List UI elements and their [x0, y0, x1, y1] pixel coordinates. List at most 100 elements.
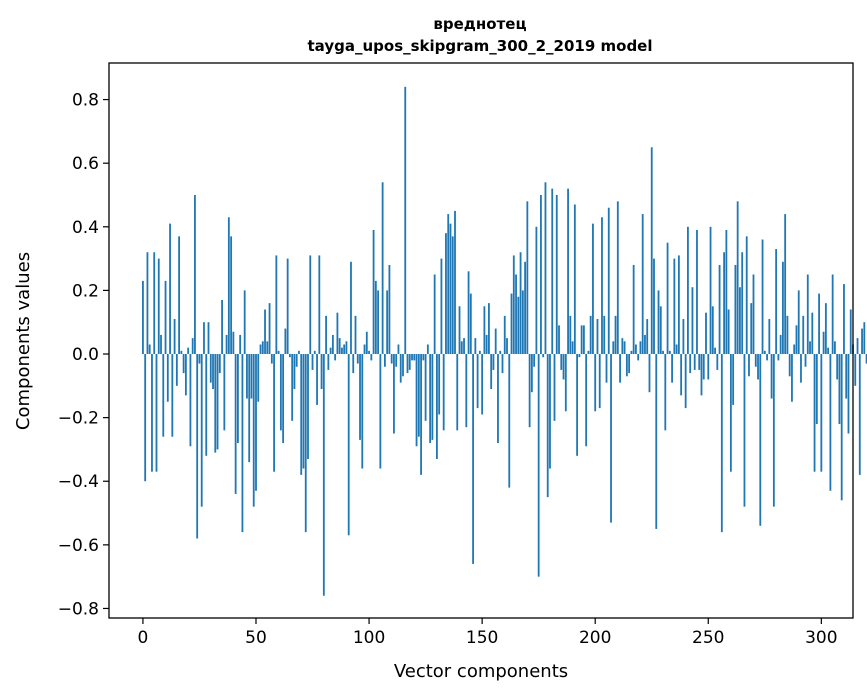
bar-77 [316, 354, 318, 405]
bar-239 [682, 319, 685, 355]
bar-282 [779, 334, 782, 355]
bar-65 [289, 354, 291, 358]
bar-207 [610, 354, 612, 523]
bar-289 [795, 325, 798, 355]
bar-154 [490, 354, 493, 390]
bar-3 [148, 344, 151, 355]
bar-229 [659, 306, 662, 355]
chart-title-line1: вреднотец [433, 15, 526, 33]
bar-184 [558, 325, 560, 355]
bar-39 [230, 236, 233, 355]
bar-115 [402, 354, 404, 377]
bar-213 [623, 341, 626, 355]
bar-62 [282, 354, 285, 444]
bar-305 [831, 274, 834, 355]
bar-103 [374, 280, 377, 355]
bar-291 [800, 354, 802, 383]
bar-46 [246, 354, 248, 399]
bar-145 [469, 293, 472, 355]
bar-185 [560, 354, 563, 370]
bar-311 [845, 354, 848, 399]
bar-36 [223, 354, 226, 431]
y-tick-label: −0.6 [58, 536, 99, 556]
bar-262 [734, 264, 737, 355]
bar-87 [338, 338, 341, 355]
bar-141 [460, 341, 463, 355]
y-axis-label: Components values [13, 252, 34, 430]
bar-178 [544, 182, 547, 355]
bar-32 [214, 354, 217, 453]
bar-123 [420, 354, 422, 475]
bar-167 [519, 252, 522, 355]
bar-30 [209, 354, 212, 383]
bar-169 [524, 261, 526, 355]
bar-91 [347, 354, 350, 536]
bars-group [142, 86, 867, 596]
bar-271 [754, 354, 757, 367]
bar-31 [212, 354, 214, 390]
bar-243 [691, 287, 694, 355]
bar-299 [818, 293, 820, 355]
bar-19 [184, 354, 187, 396]
bar-59 [275, 255, 278, 355]
bar-49 [252, 354, 255, 507]
bar-281 [777, 354, 780, 361]
bar-320 [865, 354, 867, 364]
bar-97 [361, 354, 364, 469]
bar-244 [693, 354, 696, 370]
bar-268 [748, 354, 750, 377]
x-tick-label: 100 [353, 628, 385, 648]
bar-11 [166, 354, 169, 402]
bar-230 [662, 350, 664, 355]
x-axis-ticks: 0 50 100 150 200 250 300 [138, 618, 838, 648]
x-axis-label: Vector components [394, 661, 568, 682]
bar-164 [512, 255, 515, 355]
bar-228 [657, 290, 660, 355]
bar-205 [605, 354, 608, 383]
bar-301 [822, 331, 825, 355]
bar-2 [146, 252, 149, 355]
bar-197 [587, 350, 590, 355]
bar-8 [160, 334, 162, 355]
bar-264 [739, 287, 741, 355]
y-tick-label: −0.4 [58, 472, 99, 492]
bar-279 [772, 354, 775, 507]
bar-198 [589, 315, 592, 355]
bar-166 [517, 296, 520, 355]
bar-48 [250, 354, 253, 399]
bar-110 [390, 354, 393, 364]
bar-80 [322, 354, 325, 596]
bar-42 [237, 354, 239, 444]
bar-148 [476, 354, 479, 409]
bar-183 [555, 194, 558, 355]
bar-78 [318, 255, 321, 355]
bar-149 [478, 350, 481, 355]
bar-231 [664, 354, 667, 431]
bar-107 [383, 354, 386, 367]
bar-127 [429, 354, 432, 444]
bar-29 [207, 322, 210, 355]
bar-20 [187, 347, 190, 355]
bar-60 [277, 350, 280, 355]
bar-138 [454, 210, 456, 355]
bar-220 [639, 341, 642, 355]
bar-165 [515, 274, 517, 355]
bar-10 [164, 280, 167, 355]
bar-136 [449, 223, 452, 355]
bar-68 [295, 354, 298, 367]
bar-201 [596, 319, 599, 355]
bar-15 [175, 354, 178, 386]
bar-67 [293, 354, 296, 390]
bar-273 [759, 354, 762, 526]
bar-116 [404, 86, 407, 355]
bar-317 [858, 354, 861, 475]
bar-261 [732, 354, 735, 405]
bar-315 [854, 354, 857, 386]
x-tick-label: 250 [692, 628, 724, 648]
bar-82 [327, 354, 330, 370]
bar-129 [433, 274, 436, 355]
bar-121 [415, 354, 418, 447]
bar-52 [259, 344, 262, 355]
x-tick-label: 0 [138, 628, 149, 648]
